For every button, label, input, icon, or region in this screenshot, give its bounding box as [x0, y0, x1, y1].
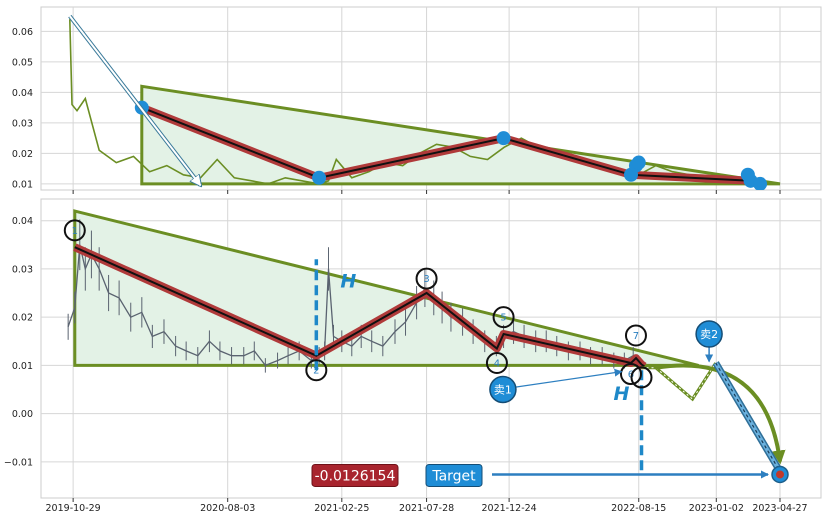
top-y-tick-label: 0.02 [12, 149, 33, 160]
x-tick-label: 2020-08-03 [200, 503, 255, 514]
x-tick-label: 2023-04-27 [752, 503, 807, 514]
bottom-y-tick-label: 0.00 [12, 409, 33, 420]
top-pivot-dot [312, 170, 327, 185]
sell-callout-circle [695, 320, 723, 348]
value-label: -0.0126154 [315, 468, 396, 484]
bottom-y-tick-label: 0.02 [12, 313, 33, 324]
pivot-number: 2 [313, 366, 319, 377]
bottom-y-ticks: −0.01 0.00 0.01 0.02 0.03 0.04 [4, 216, 33, 468]
x-tick-label: 2021-12-24 [482, 503, 537, 514]
top-triangle [140, 84, 781, 186]
x-tick-label: 2021-07-28 [399, 503, 454, 514]
bottom-y-tick-label: 0.04 [12, 216, 33, 227]
x-tick-label: 2021-02-25 [314, 503, 369, 514]
h-label: H [614, 383, 630, 405]
projection-arc-arrow [655, 363, 786, 465]
top-y-ticks: 0.01 0.02 0.03 0.04 0.05 0.06 [12, 27, 33, 190]
top-plot [68, 14, 781, 190]
top-pivot-dot [496, 131, 511, 146]
sell-callout-label: 卖2 [700, 328, 718, 341]
pivot-number: 1 [72, 226, 78, 237]
value-box [311, 463, 399, 487]
pivot-circle [63, 219, 86, 242]
bottom-y-tick-label: 0.03 [12, 264, 33, 275]
x-tick-label: 2023-01-02 [689, 503, 744, 514]
pivot-circle [305, 359, 328, 382]
x-tick-label: 2019-10-29 [46, 503, 101, 514]
pivot-circle [415, 267, 438, 290]
top-y-tick-label: 0.05 [12, 57, 33, 68]
sell1-pointer [512, 368, 623, 389]
pivot-circle [624, 324, 647, 347]
top-y-tick-label: 0.04 [12, 88, 33, 99]
top-arrow [69, 15, 202, 187]
bottom-plot [67, 209, 699, 373]
projection-zigzag [641, 362, 717, 402]
sell-callout-circle [489, 375, 517, 404]
bottom-triangle [73, 209, 699, 367]
bottom-y-tick-label: 0.01 [12, 361, 33, 372]
top-y-tick-label: 0.01 [12, 179, 33, 190]
top-pivot-dot [631, 155, 646, 170]
h-label: H [340, 270, 356, 292]
pivot-number: 7 [633, 331, 639, 342]
sell-path [714, 361, 782, 473]
top-pivot-dot [753, 176, 768, 190]
pivot-circle [630, 366, 653, 389]
bottom-y-tick-label: −0.01 [4, 457, 33, 468]
pivot-number: 5 [500, 313, 506, 324]
pivot-number: 3 [423, 274, 429, 285]
pivot-circle [485, 351, 508, 374]
bottom-zigzag-inner [74, 246, 645, 368]
target-box [425, 463, 483, 487]
sell-callout-label: 卖1 [494, 383, 512, 396]
x-tick-label: 2022-08-15 [611, 503, 666, 514]
pivot-circle [492, 306, 515, 329]
top-y-tick-label: 0.06 [12, 27, 33, 38]
top-y-tick-label: 0.03 [12, 118, 33, 129]
target-dot-core [776, 470, 785, 479]
pivot-number: 4 [494, 358, 500, 369]
x-ticks: 2019-10-29 2020-08-03 2021-02-25 2021-07-28… [46, 190, 808, 514]
target-label: Target [431, 468, 476, 484]
